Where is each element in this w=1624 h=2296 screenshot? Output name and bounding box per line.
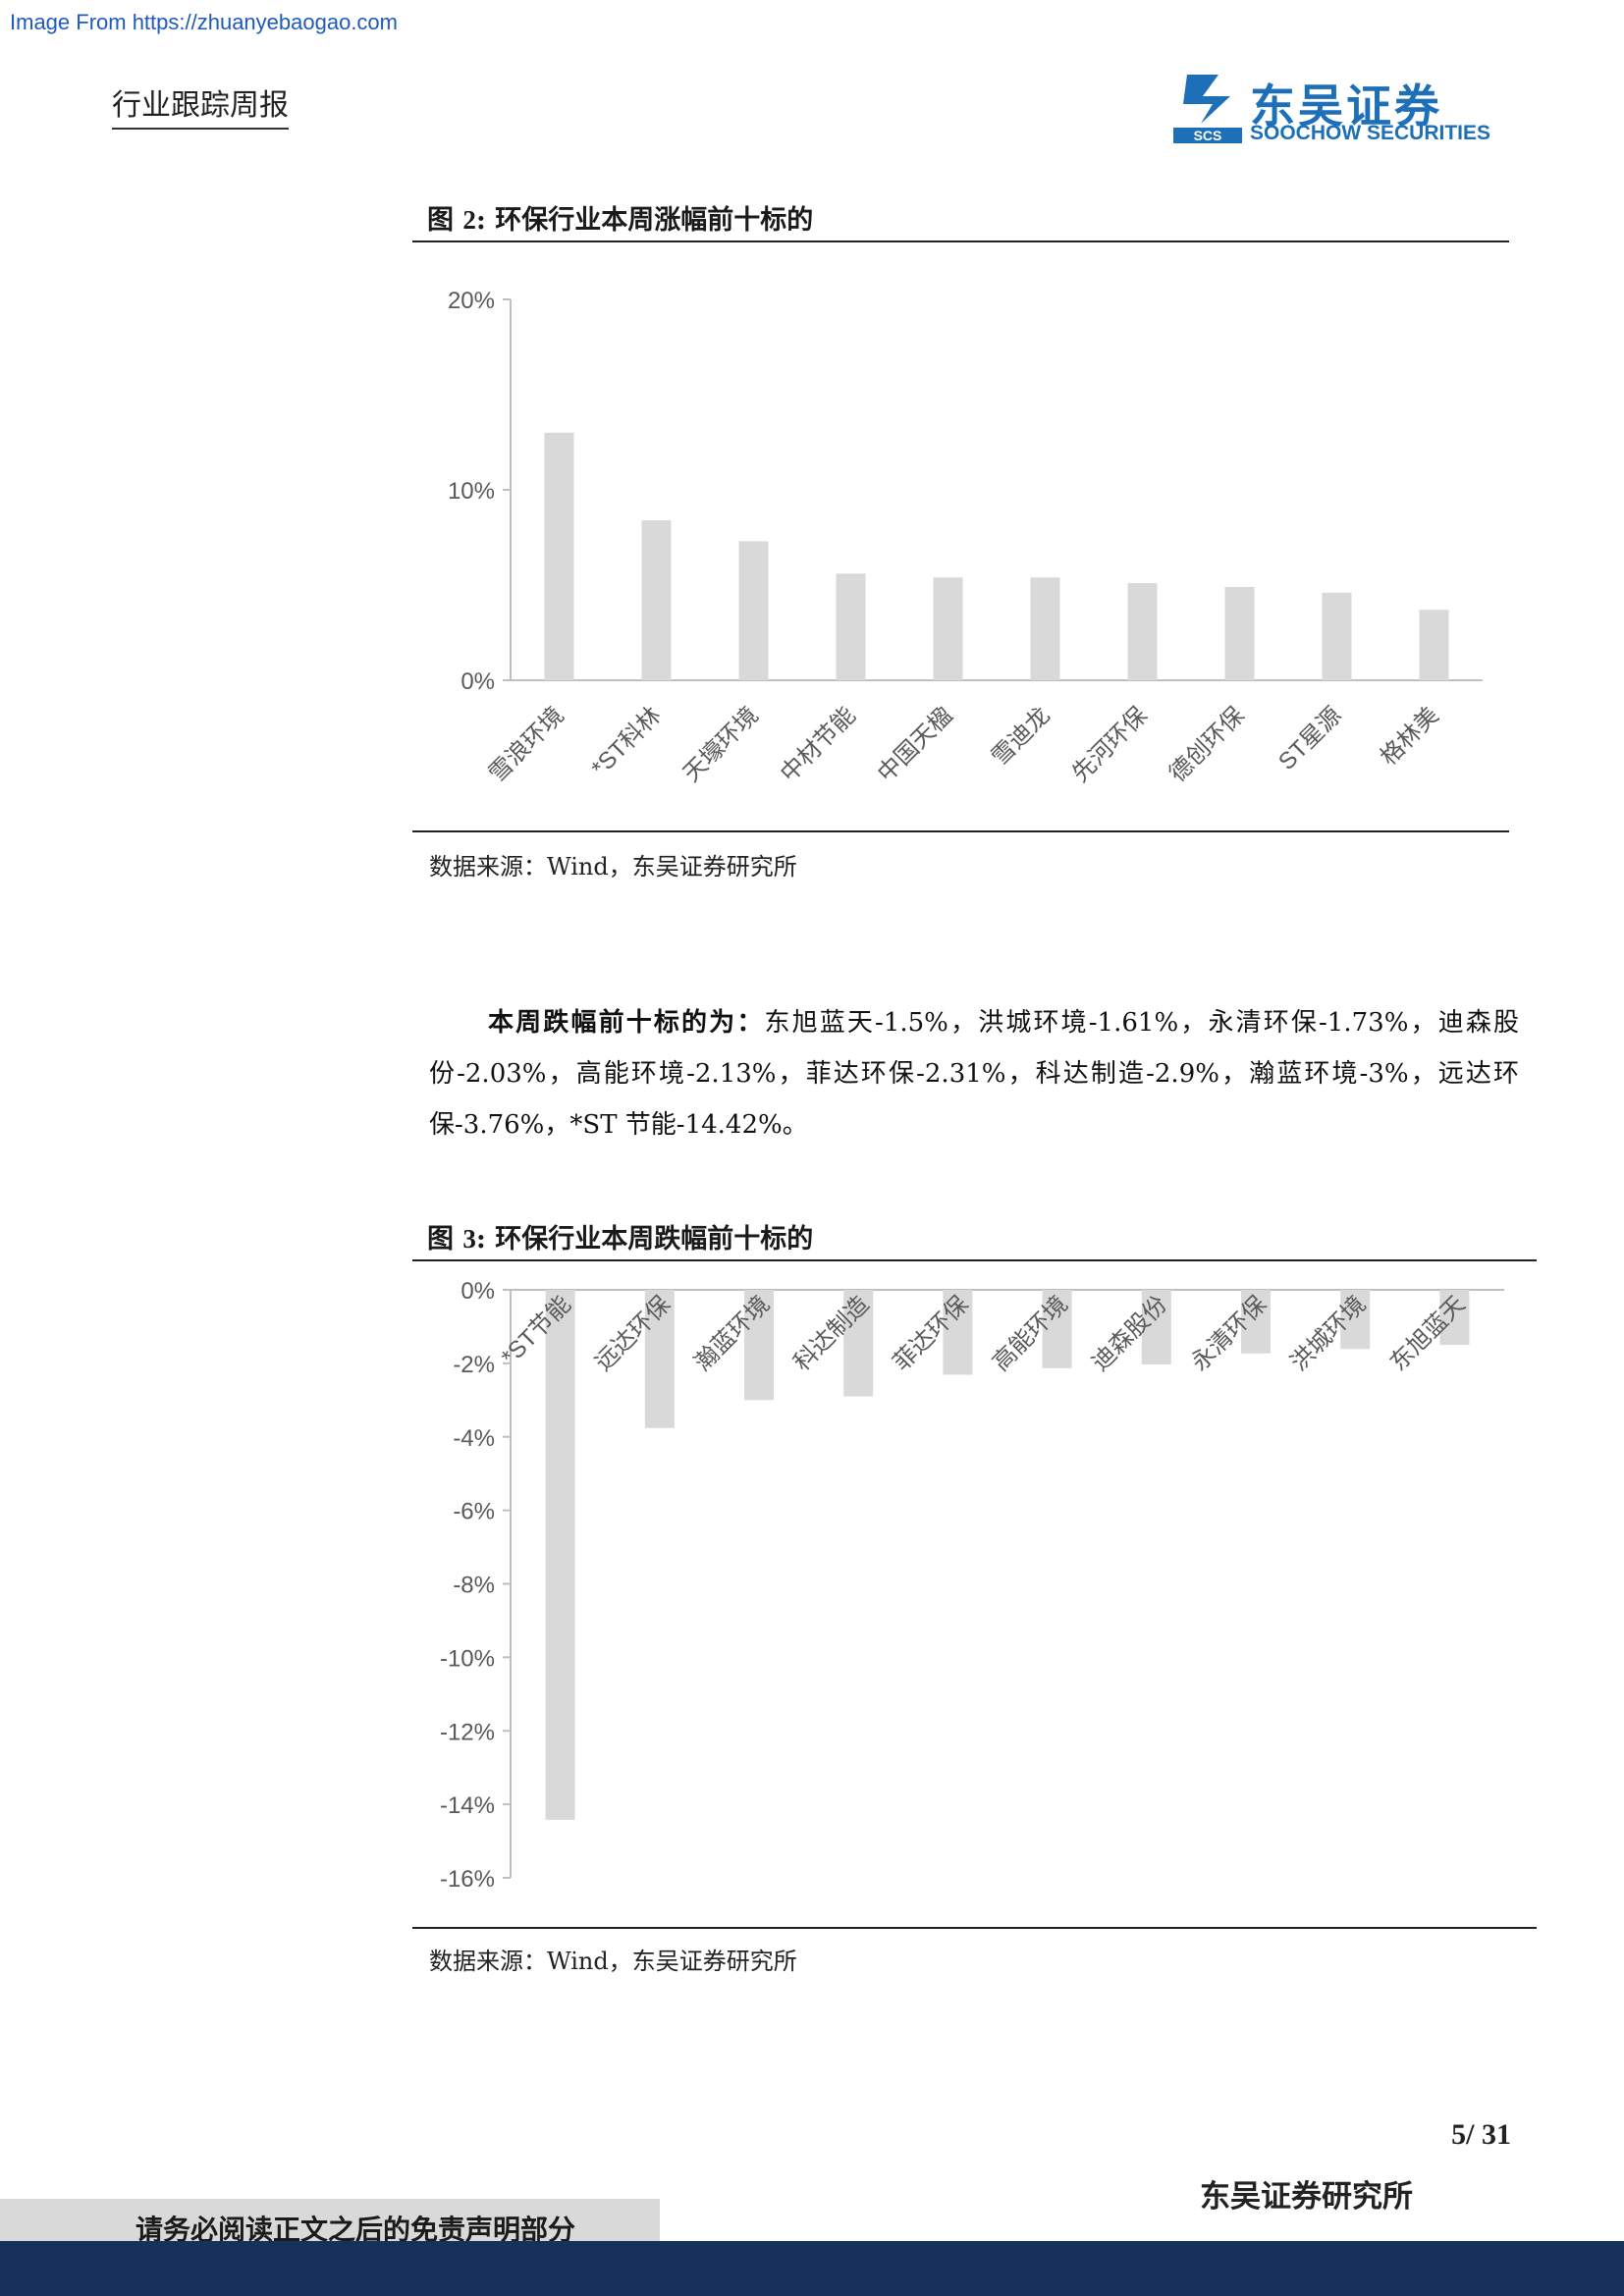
figure3-y-tick-label: -16%: [440, 1866, 495, 1893]
figure2-bar: [933, 577, 963, 680]
figure2-source-note: 数据来源：Wind，东吴证券研究所: [429, 853, 797, 881]
figure3-title-prefix: 图: [427, 1224, 463, 1255]
disclaimer-text[interactable]: 请务必阅读正文之后的免责声明部分: [135, 2214, 576, 2246]
footer-bar: [0, 2241, 1624, 2296]
figure2-bar: [836, 573, 866, 680]
figure3-bar: [744, 1290, 774, 1401]
figure3-y-tick-label: -2%: [453, 1352, 495, 1378]
figure3-bar: [644, 1290, 675, 1428]
figure2-category-label: ST星源: [1273, 702, 1347, 775]
figure3-y-tick-label: -8%: [453, 1573, 495, 1599]
figure3-bar: [1141, 1290, 1171, 1364]
figure3-bar: [943, 1290, 973, 1375]
paragraph-lead: 本周跌幅前十标的为：: [488, 1008, 765, 1038]
page-number: 5/ 31: [1451, 2118, 1511, 2151]
figure2-category-label: 中材节能: [776, 702, 861, 787]
figure2-title-number: 2: [462, 205, 476, 235]
figure3-bar: [1241, 1290, 1271, 1354]
figure3-top-rule: [412, 1259, 1537, 1261]
figure2-title-text: : 环保行业本周涨幅前十标的: [475, 205, 814, 236]
figure2-category-label: 格林美: [1376, 702, 1444, 771]
institute-name: 东吴证券研究所: [1200, 2179, 1413, 2215]
report-type-label: 行业跟踪周报: [112, 80, 289, 130]
figure2-category-label: 雪浪环境: [484, 702, 569, 787]
figure2-category-label: 天壕环境: [678, 702, 764, 787]
logo-english-name: SOOCHOW SECURITIES: [1250, 122, 1491, 144]
figure3-y-tick-label: -4%: [453, 1425, 495, 1452]
figure3-title: 图 3: 环保行业本周跌幅前十标的: [427, 1217, 813, 1255]
figure2-category-label: 德创环保: [1164, 702, 1250, 787]
figure3-bar: [1340, 1290, 1371, 1350]
figure2-bar-chart: 20% 10% 0% 雪浪环境 *ST科林 天壕环境 中材节能 中国天楹 雪迪龙 先河环保 德创环保…: [448, 288, 1483, 787]
watermark-text[interactable]: Image From https://zhuanyebaogao.com: [10, 10, 398, 34]
figure2-top-rule: [412, 240, 1509, 242]
figure3-y-tick-label: -6%: [453, 1499, 495, 1525]
figure2-bar: [1419, 610, 1449, 680]
figure2-bottom-rule: [412, 830, 1509, 832]
figure2-category-label: 先河环保: [1067, 702, 1153, 787]
figure2-bar: [1224, 586, 1255, 680]
company-logo: SCS 东吴证券 SOOCHOW SECURITIES: [1173, 71, 1497, 149]
figure2-category-label: *ST科林: [586, 702, 666, 781]
paragraph-body: 东旭蓝天-1.5%，洪城环境-1.61%，永清环保-1.73%，迪森股份-2.0…: [429, 1008, 1519, 1140]
figure2-bar: [1322, 592, 1352, 680]
decliners-paragraph: 本周跌幅前十标的为：东旭蓝天-1.5%，洪城环境-1.61%，永清环保-1.73…: [429, 997, 1519, 1150]
figure2-title: 图 2: 环保行业本周涨幅前十标的: [427, 198, 813, 237]
scs-logo-icon: SCS: [1173, 75, 1242, 143]
figure2-category-label: 雪迪龙: [987, 702, 1056, 771]
figure2-bar: [544, 432, 574, 680]
figure2-category-label: 中国天楹: [873, 702, 958, 787]
figure2-bar: [1030, 577, 1060, 680]
figure3-bottom-rule: [412, 1927, 1537, 1929]
figure2-y-tick-label: 0%: [460, 668, 495, 695]
figure3-bar-chart: 0%-2%-4%-6%-8%-10%-12%-14%-16%*ST节能 远达环保瀚…: [440, 1278, 1504, 1893]
figure3-bar: [1439, 1290, 1470, 1346]
figure3-y-tick-label: 0%: [460, 1278, 495, 1305]
figure3-title-text: : 环保行业本周跌幅前十标的: [475, 1224, 814, 1255]
logo-mark-text: SCS: [1194, 128, 1222, 143]
logo-chinese-name: 东吴证券: [1250, 80, 1442, 133]
figure3-bar: [545, 1290, 575, 1820]
figure3-source-note: 数据来源：Wind，东吴证券研究所: [429, 1948, 797, 1975]
figure2-bar: [738, 541, 769, 680]
figure3-title-number: 3: [462, 1224, 476, 1254]
figure3-y-tick-label: -14%: [440, 1792, 495, 1819]
figure2-bar: [641, 520, 672, 680]
figure3-y-tick-label: -12%: [440, 1719, 495, 1745]
figure2-y-tick-label: 10%: [448, 478, 495, 505]
figure3-bar: [843, 1290, 874, 1397]
figure2-title-prefix: 图: [427, 205, 463, 236]
figure2-y-tick-label: 20%: [448, 288, 495, 314]
figure3-bar: [1042, 1290, 1072, 1368]
figure2-bar: [1127, 583, 1158, 680]
figure3-y-tick-label: -10%: [440, 1645, 495, 1672]
